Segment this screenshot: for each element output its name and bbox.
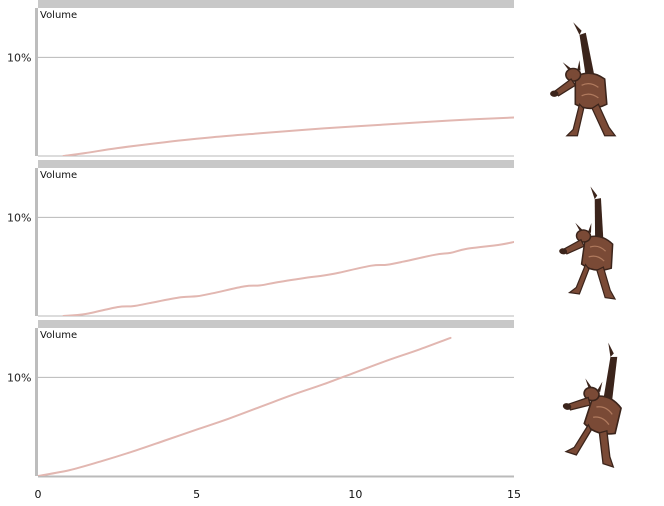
creature-image [550, 22, 617, 137]
panel-label: Volume [40, 330, 77, 341]
panel-header-bar [38, 160, 514, 168]
x-tick-label: 15 [507, 488, 521, 501]
y-tick-label: 10% [7, 211, 31, 224]
volume-series-line [62, 116, 514, 156]
x-tick-label: 0 [35, 488, 42, 501]
y-tick-label: 10% [7, 371, 31, 384]
panel-header-bar [38, 0, 514, 8]
y-axis-line [35, 328, 38, 476]
creature-image [559, 186, 617, 300]
x-axis: 0 5 10 15 [35, 476, 521, 501]
y-tick-label: 10% [7, 51, 31, 64]
volume-series-line [62, 241, 514, 316]
y-axis-line [35, 168, 38, 316]
y-axis-line [35, 8, 38, 156]
chart-panel-1: 10% Volume [7, 0, 515, 157]
creature-images [550, 22, 622, 468]
panel-label: Volume [40, 10, 77, 21]
x-tick-label: 10 [348, 488, 362, 501]
creature-image [562, 342, 622, 468]
panel-header-bar [38, 320, 514, 328]
panel-label: Volume [40, 170, 77, 181]
volume-series-line [38, 336, 452, 476]
x-tick-label: 5 [193, 488, 200, 501]
chart-panel-2: 10% Volume [7, 160, 515, 317]
chart-panel-3: 10% Volume [7, 320, 514, 477]
chart-panels: 10% Volume 10% Volume 10% Volume [7, 0, 515, 477]
